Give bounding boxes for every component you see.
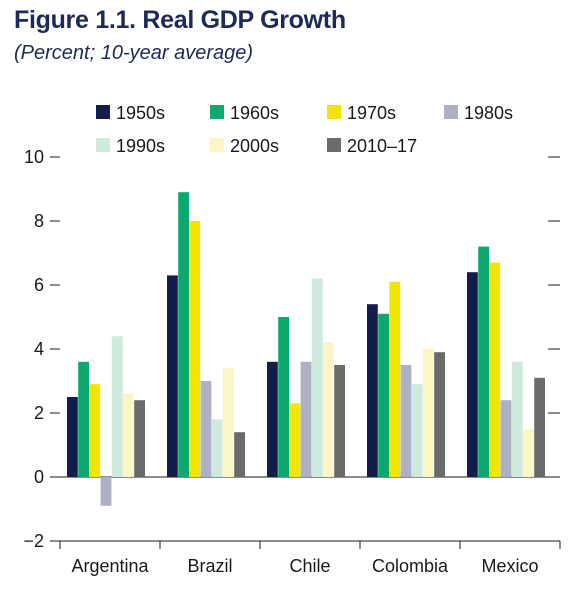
- bar-1960s: [478, 246, 489, 477]
- bar-1950s: [67, 397, 78, 477]
- bar-2000s: [223, 368, 234, 477]
- legend-swatch: [210, 138, 224, 152]
- legend-label: 1970s: [347, 103, 396, 123]
- x-tick-label: Colombia: [372, 556, 449, 576]
- bar-1970s: [189, 221, 201, 477]
- bar-1980s: [200, 381, 212, 477]
- bar-2010–17: [434, 352, 445, 477]
- bar-1990s: [511, 361, 523, 477]
- legend-swatch: [444, 105, 458, 119]
- y-tick-label: 6: [34, 275, 44, 295]
- legend-label: 1950s: [116, 103, 165, 123]
- x-tick-label: Mexico: [481, 556, 538, 576]
- x-tick-label: Brazil: [187, 556, 232, 576]
- legend-label: 2010–17: [347, 136, 417, 156]
- y-tick-label: 2: [34, 403, 44, 423]
- bar-1960s: [78, 361, 89, 477]
- legend-swatch: [327, 105, 341, 119]
- bar-1990s: [311, 278, 323, 477]
- bar-1990s: [111, 336, 123, 477]
- bar-2010–17: [134, 400, 145, 477]
- bar-1990s: [411, 384, 423, 477]
- bar-1960s: [178, 192, 189, 477]
- legend-label: 1960s: [230, 103, 279, 123]
- bar-1980s: [300, 361, 312, 477]
- bar-2010–17: [234, 432, 245, 477]
- legend-label: 2000s: [230, 136, 279, 156]
- legend-swatch: [210, 105, 224, 119]
- legend-label: 1980s: [464, 103, 513, 123]
- bar-1970s: [489, 262, 501, 477]
- bar-1980s: [400, 365, 412, 477]
- bar-2000s: [323, 342, 334, 477]
- legend-label: 1990s: [116, 136, 165, 156]
- bar-1970s: [289, 403, 301, 477]
- bar-1950s: [267, 361, 278, 477]
- figure-title: Figure 1.1. Real GDP Growth: [14, 6, 346, 34]
- legend-swatch: [96, 105, 110, 119]
- x-tick-label: Chile: [289, 556, 330, 576]
- bar-2000s: [423, 349, 434, 477]
- bar-1960s: [378, 313, 389, 477]
- bar-2010–17: [534, 377, 545, 477]
- bar-1990s: [211, 419, 223, 477]
- legend-swatch: [327, 138, 341, 152]
- bar-1970s: [89, 384, 101, 477]
- bar-2010–17: [334, 365, 345, 477]
- y-tick-label: 8: [34, 211, 44, 231]
- y-tick-label: 10: [24, 147, 44, 167]
- y-tick-label: −2: [23, 531, 44, 551]
- bar-1960s: [278, 317, 289, 477]
- bar-1970s: [389, 281, 401, 477]
- bar-1980s: [100, 477, 112, 506]
- legend-swatch: [96, 138, 110, 152]
- bar-2000s: [123, 393, 134, 477]
- bar-2000s: [523, 429, 534, 477]
- bar-1950s: [467, 272, 478, 477]
- bar-1950s: [167, 275, 178, 477]
- bar-1980s: [500, 400, 512, 477]
- y-tick-label: 0: [34, 467, 44, 487]
- y-tick-label: 4: [34, 339, 44, 359]
- x-tick-label: Argentina: [71, 556, 149, 576]
- figure-subtitle: (Percent; 10-year average): [14, 42, 254, 64]
- bar-1950s: [367, 304, 378, 477]
